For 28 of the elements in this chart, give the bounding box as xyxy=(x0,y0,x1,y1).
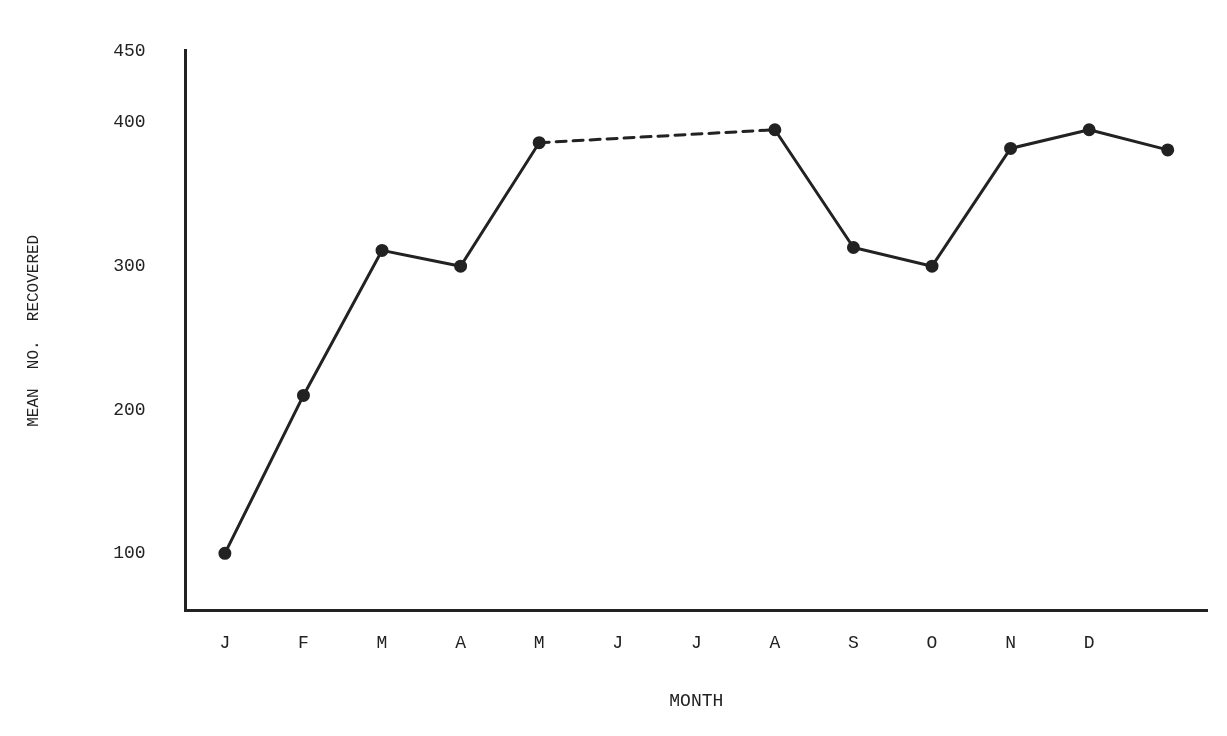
x-tick-label: N xyxy=(1005,633,1016,654)
point xyxy=(454,259,468,273)
x-tick-label: J xyxy=(612,633,624,654)
x-tick-label: F xyxy=(298,633,309,654)
point xyxy=(1004,141,1018,155)
x-tick-label: S xyxy=(848,633,859,654)
x-axis-title: MONTH xyxy=(669,690,724,711)
point xyxy=(846,241,860,255)
point xyxy=(1082,123,1096,137)
point xyxy=(1161,143,1175,157)
x-tick-label: A xyxy=(769,633,781,654)
y-axis-title: MEAN NO. RECOVERED xyxy=(24,234,43,427)
x-tick-label: M xyxy=(533,633,545,654)
point xyxy=(375,243,389,257)
y-tick-label: 450 xyxy=(113,40,146,61)
point xyxy=(925,259,939,273)
point xyxy=(218,546,232,560)
y-tick-label: 400 xyxy=(113,112,146,133)
x-tick-label: M xyxy=(376,633,388,654)
x-tick-label: O xyxy=(926,633,938,654)
x-tick-label: D xyxy=(1083,633,1095,654)
x-tick-label: A xyxy=(455,633,467,654)
x-tick-label: J xyxy=(219,633,231,654)
x-tick-label: J xyxy=(690,633,702,654)
y-tick-label: 200 xyxy=(113,399,146,420)
y-tick-label: 300 xyxy=(113,255,146,276)
point xyxy=(296,388,310,402)
y-tick-label: 100 xyxy=(113,543,146,564)
